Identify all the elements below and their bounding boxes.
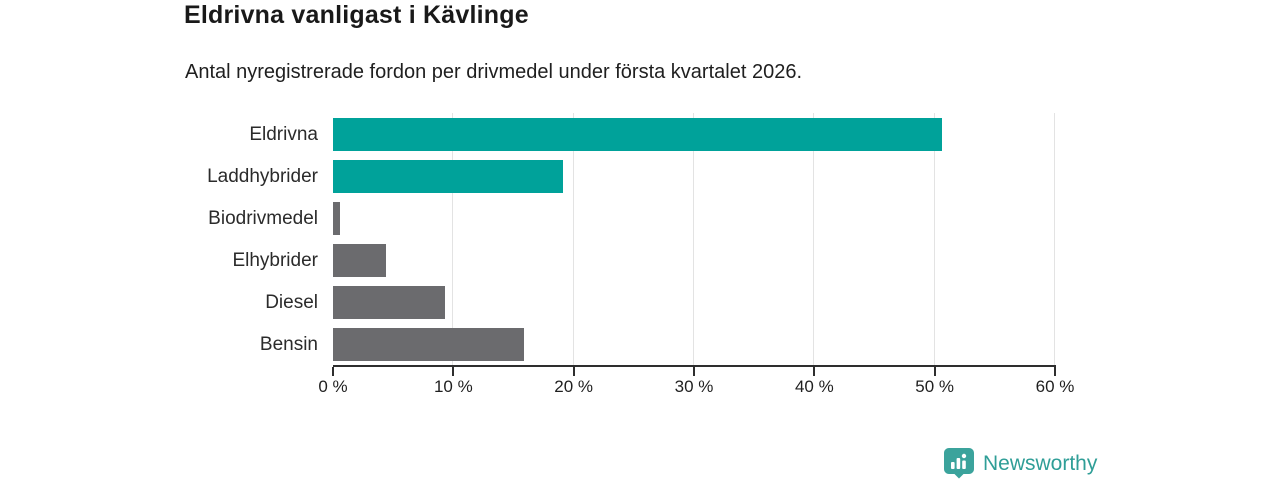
x-tick <box>693 367 695 376</box>
category-label: Biodrivmedel <box>208 208 318 229</box>
bar-diesel <box>333 286 445 319</box>
x-tick <box>813 367 816 376</box>
plot-area <box>333 113 1055 365</box>
bar-elhybrider <box>333 244 386 277</box>
x-axis-line <box>333 365 1056 367</box>
x-tick-label: 50 % <box>915 377 955 396</box>
gridline <box>933 113 935 365</box>
bar-bensin <box>333 328 525 361</box>
x-tick-label: 60 % <box>1035 377 1075 396</box>
category-label: Bensin <box>259 334 318 355</box>
x-tick-label: 20 % <box>554 377 594 396</box>
gridline <box>813 113 815 365</box>
category-label: Elhybrider <box>232 250 318 271</box>
category-label: Laddhybrider <box>207 166 318 187</box>
gridline <box>572 113 574 365</box>
x-tick <box>452 367 455 376</box>
gridline <box>693 113 694 365</box>
bar-laddhybrider <box>333 160 563 193</box>
brand-name: Newsworthy <box>983 451 1098 475</box>
x-tick <box>332 367 334 376</box>
bar-eldrivna <box>333 118 942 151</box>
x-tick <box>1054 367 1056 376</box>
category-label: Eldrivna <box>249 124 318 145</box>
x-tick-label: 0 % <box>318 377 348 396</box>
x-tick <box>933 367 936 376</box>
chart-title: Eldrivna vanligast i Kävlinge <box>184 1 529 29</box>
gridline <box>1054 113 1055 365</box>
newsworthy-speech-bubble-bar-chart-icon <box>944 448 974 479</box>
x-tick-label: 40 % <box>794 377 834 396</box>
chart-subtitle: Antal nyregistrerade fordon per drivmede… <box>185 61 803 83</box>
x-tick <box>572 367 575 376</box>
newsworthy-logo[interactable]: Newsworthy <box>944 448 1097 479</box>
gridline <box>452 113 454 365</box>
category-label: Diesel <box>265 292 318 313</box>
x-tick-label: 30 % <box>674 377 714 396</box>
x-tick-label: 10 % <box>433 377 473 396</box>
bar-biodrivmedel <box>333 202 341 235</box>
